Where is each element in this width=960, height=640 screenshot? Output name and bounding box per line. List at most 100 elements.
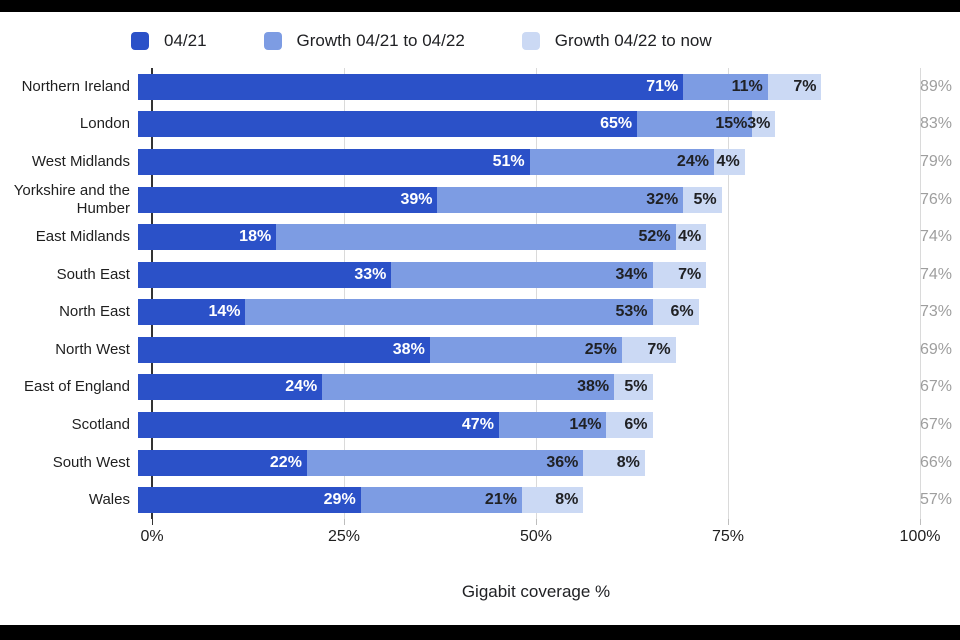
bar-segment-series-2: 4%	[713, 148, 745, 175]
category-label: North West	[55, 340, 130, 358]
category-label: Scotland	[71, 415, 130, 433]
total-label: 66%	[919, 453, 952, 471]
x-tick-label: 25%	[327, 528, 361, 545]
segment-value-label: 53%	[615, 303, 648, 321]
bar-segment-series-2: 7%	[621, 336, 676, 363]
x-axis-title: Gigabit coverage %	[461, 582, 611, 601]
total-label: 57%	[919, 491, 952, 509]
segment-value-label: 29%	[323, 491, 356, 509]
segment-value-label: 3%	[747, 115, 771, 133]
chart-row: East of England 24% 38% 5% 67%	[8, 369, 952, 407]
bar-segment-series-1: 53%	[245, 299, 653, 326]
total-label: 74%	[919, 228, 952, 246]
bar-track: 29% 21% 8%	[137, 487, 906, 514]
segment-value-label: 24%	[285, 378, 318, 396]
bar-segment-series-1: 36%	[306, 449, 584, 476]
category-label: East of England	[24, 378, 130, 396]
bar-segment-series-0: 51%	[137, 148, 530, 175]
legend-swatch	[521, 32, 540, 50]
segment-value-label: 34%	[615, 265, 648, 283]
bar-segment-series-1: 52%	[276, 224, 676, 251]
bar-segment-series-2: 6%	[606, 411, 653, 438]
chart-row: London 65% 15% 3% 83%	[8, 106, 952, 144]
segment-value-label: 11%	[731, 77, 763, 95]
bar-track: 24% 38% 5%	[137, 374, 906, 401]
segment-value-label: 21%	[484, 491, 517, 509]
bar-segment-series-2: 4%	[675, 224, 707, 251]
category-label: Northern Ireland	[21, 77, 130, 95]
segment-value-label: 18%	[239, 228, 272, 246]
legend-label: Growth 04/22 to now	[554, 31, 712, 50]
category-label: Wales	[88, 491, 130, 509]
bar-segment-series-1: 15%	[637, 111, 753, 138]
bar-track: 47% 14% 6%	[137, 411, 906, 438]
segment-value-label: 8%	[616, 453, 640, 471]
bar-track: 38% 25% 7%	[137, 336, 906, 363]
legend-swatch	[263, 32, 282, 50]
gridline-75	[728, 68, 729, 519]
bar-track: 22% 36% 8%	[137, 449, 906, 476]
x-tick-mark	[728, 519, 729, 525]
chart-canvas: 04/21 Growth 04/21 to 04/22 Growth 04/22…	[0, 12, 960, 625]
chart-row: West Midlands 51% 24% 4% 79%	[8, 143, 952, 181]
bar-segment-series-2: 7%	[767, 73, 822, 100]
x-tick-mark	[152, 519, 153, 525]
x-tick-mark	[344, 519, 345, 525]
bar-segment-series-0: 33%	[137, 261, 392, 288]
bar-track: 65% 15% 3%	[137, 111, 906, 138]
segment-value-label: 52%	[638, 228, 671, 246]
segment-value-label: 4%	[678, 228, 702, 246]
bar-segment-series-0: 47%	[137, 411, 499, 438]
chart-rows: Northern Ireland 71% 11% 7% 89% London 65%…	[8, 68, 952, 519]
bar-segment-series-2: 5%	[614, 374, 653, 401]
segment-value-label: 65%	[600, 115, 633, 133]
bar-segment-series-2: 8%	[521, 487, 584, 514]
bar-segment-series-1: 34%	[391, 261, 653, 288]
segment-value-label: 71%	[646, 77, 679, 95]
category-label: South West	[52, 453, 130, 471]
bar-segment-series-1: 38%	[322, 374, 615, 401]
segment-value-label: 7%	[678, 265, 702, 283]
category-label: West Midlands	[31, 152, 130, 170]
bar-track: 18% 52% 4%	[137, 224, 906, 251]
bar-segment-series-2: 3%	[747, 111, 776, 138]
segment-value-label: 8%	[555, 491, 579, 509]
y-axis-line	[151, 68, 153, 519]
segment-value-label: 6%	[624, 415, 648, 433]
x-tick-label: 100%	[899, 528, 941, 545]
total-label: 69%	[919, 340, 952, 358]
bar-segment-series-0: 24%	[137, 374, 323, 401]
chart-row: Northern Ireland 71% 11% 7% 89%	[8, 68, 952, 106]
chart-row: East Midlands 18% 52% 4% 74%	[8, 218, 952, 256]
bar-segment-series-0: 71%	[137, 73, 684, 100]
segment-value-label: 22%	[269, 453, 302, 471]
segment-value-label: 14%	[569, 415, 602, 433]
x-axis-ticks: 0% 25% 50% 75% 100%	[140, 528, 940, 548]
bar-segment-series-1: 14%	[498, 411, 607, 438]
gridline-50	[536, 68, 537, 519]
legend-item-growth-0421-0422: Growth 04/21 to 04/22	[263, 31, 465, 51]
bar-segment-series-0: 14%	[137, 299, 246, 326]
segment-value-label: 38%	[392, 340, 425, 358]
bar-segment-series-2: 5%	[683, 186, 722, 213]
chart-row: Wales 29% 21% 8% 57%	[8, 481, 952, 519]
segment-value-label: 33%	[354, 265, 387, 283]
legend-label: 04/21	[164, 31, 207, 50]
segment-value-label: 7%	[793, 77, 817, 95]
total-label: 79%	[919, 152, 952, 170]
category-label: North East	[59, 303, 130, 321]
legend-item-0421: 04/21	[131, 31, 207, 51]
total-label: 74%	[919, 265, 952, 283]
bar-segment-series-0: 29%	[137, 487, 361, 514]
bar-segment-series-1: 25%	[429, 336, 622, 363]
bar-segment-series-0: 18%	[137, 224, 277, 251]
chart-row: Scotland 47% 14% 6% 67%	[8, 406, 952, 444]
total-label: 76%	[919, 190, 952, 208]
bar-track: 14% 53% 6%	[137, 299, 906, 326]
chart-row: South East 33% 34% 7% 74%	[8, 256, 952, 294]
bar-track: 39% 32% 5%	[137, 186, 906, 213]
bar-track: 71% 11% 7%	[137, 73, 906, 100]
bar-track: 51% 24% 4%	[137, 148, 906, 175]
legend-swatch	[131, 32, 149, 50]
